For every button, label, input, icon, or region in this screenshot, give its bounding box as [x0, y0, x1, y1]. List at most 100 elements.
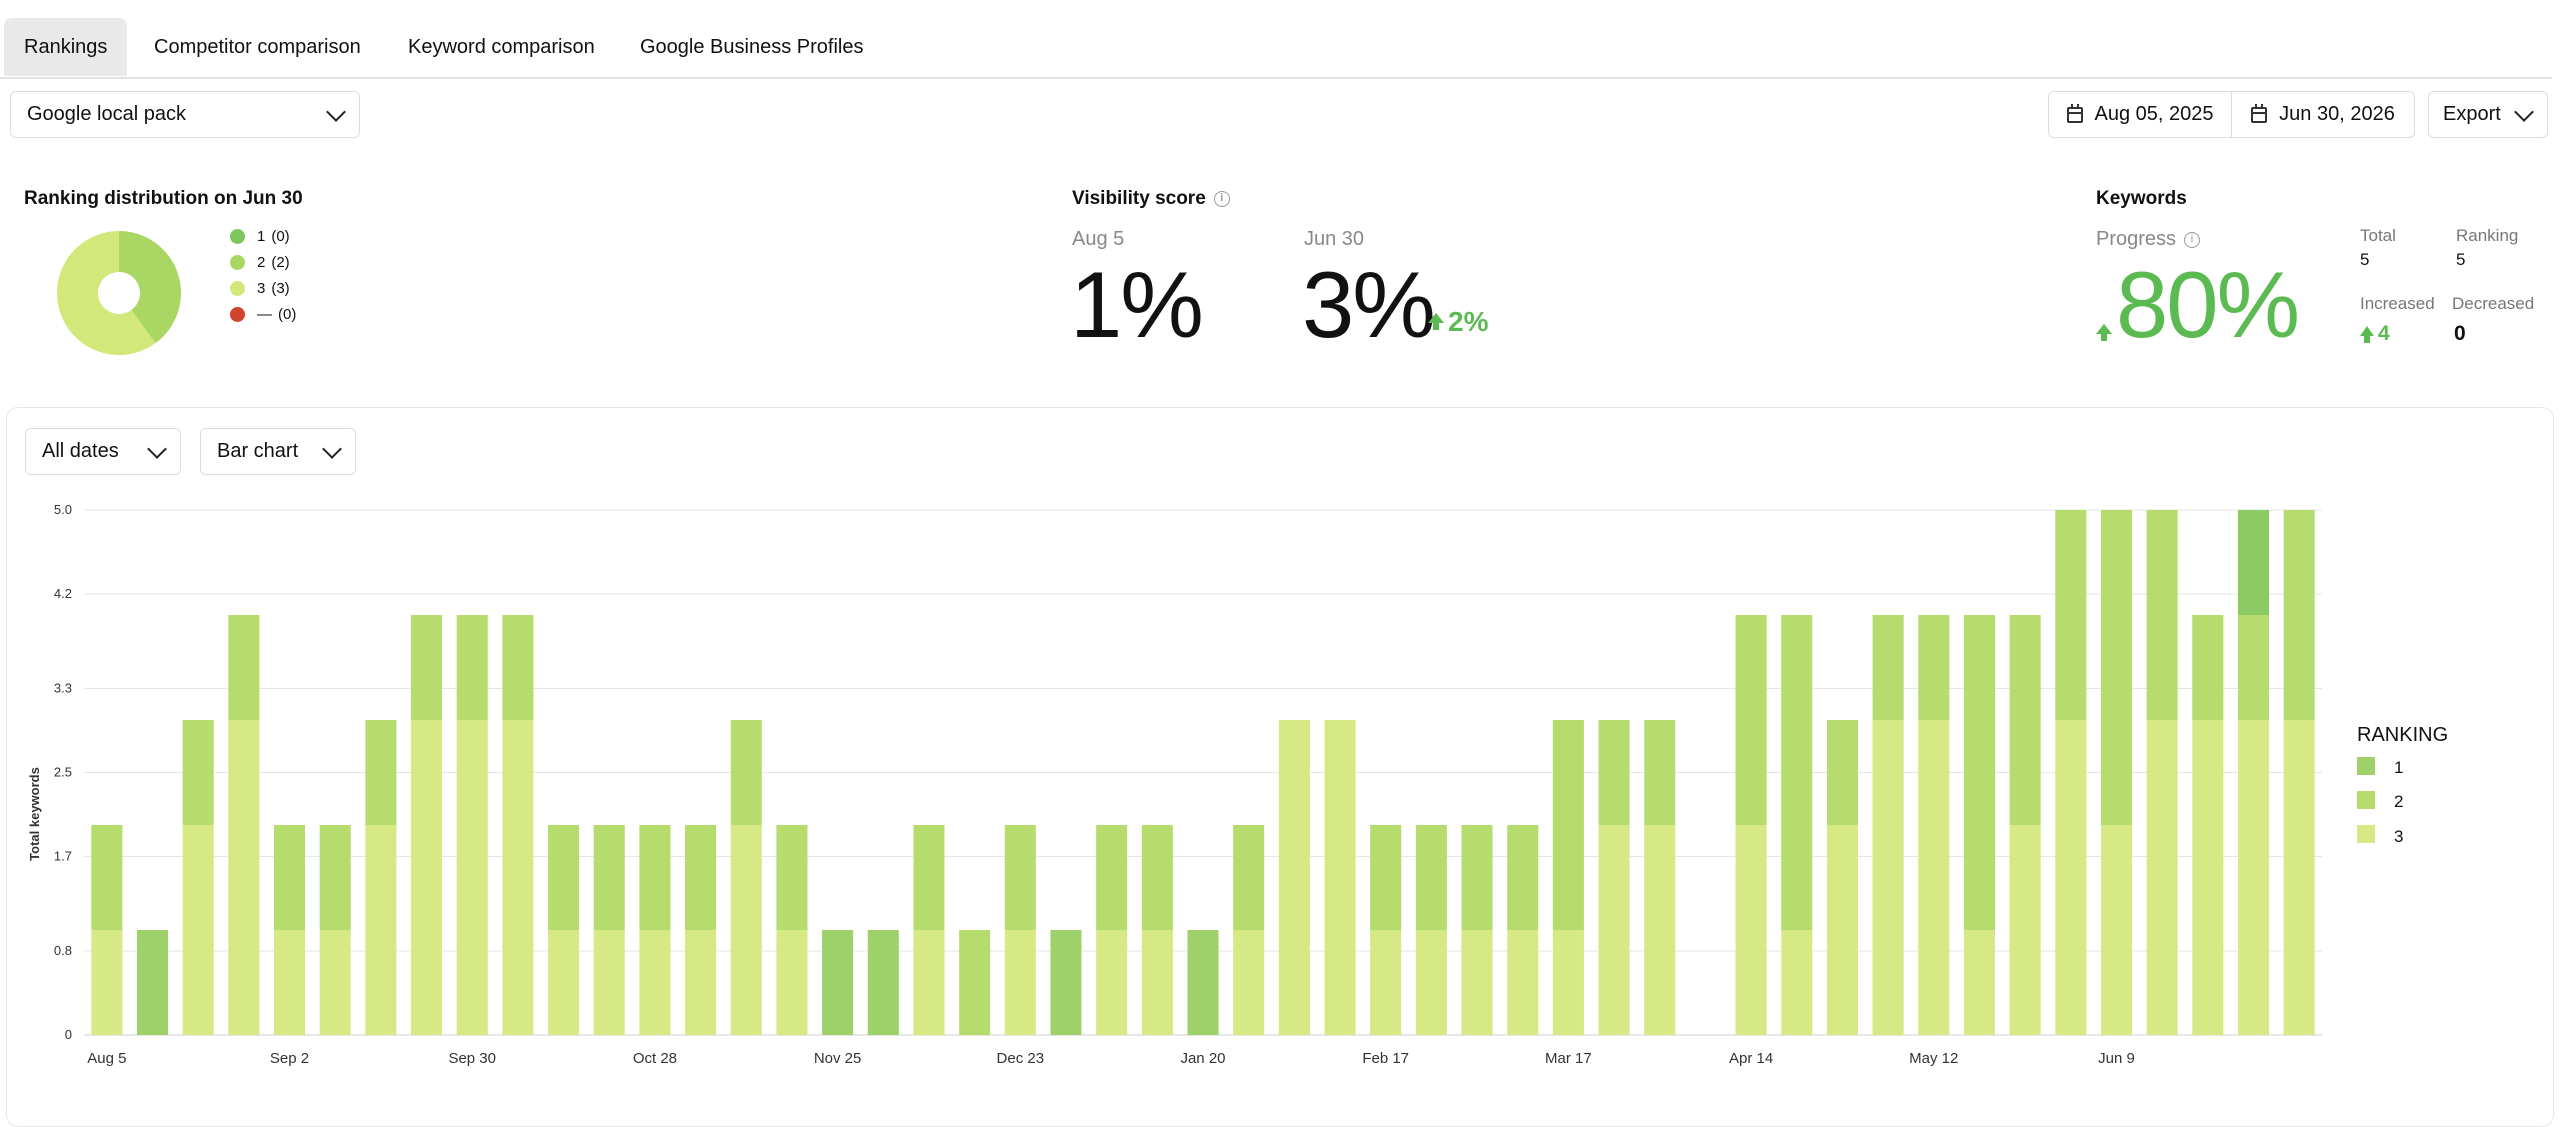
bar-segment-rank-2[interactable] [1004, 825, 1036, 930]
bar-segment-rank-2[interactable] [1826, 720, 1858, 825]
bar-segment-rank-3[interactable] [274, 930, 306, 1035]
bar-segment-rank-2[interactable] [1370, 825, 1402, 930]
bar-segment-rank-1[interactable] [822, 930, 854, 1035]
bar-segment-rank-2[interactable] [2100, 510, 2132, 825]
bar-segment-rank-3[interactable] [1324, 720, 1356, 1035]
bar-segment-rank-3[interactable] [1918, 720, 1950, 1035]
bar-segment-rank-2[interactable] [411, 615, 443, 720]
bar-segment-rank-2[interactable] [2055, 510, 2087, 720]
bar-segment-rank-3[interactable] [1096, 930, 1128, 1035]
bar-segment-rank-3[interactable] [2283, 720, 2315, 1035]
bar-segment-rank-2[interactable] [456, 615, 488, 720]
bar-segment-rank-3[interactable] [548, 930, 580, 1035]
bar-segment-rank-3[interactable] [1370, 930, 1402, 1035]
start-date-button[interactable]: Aug 05, 2025 [2049, 92, 2231, 137]
bar-segment-rank-2[interactable] [1644, 720, 1676, 825]
bar-segment-rank-3[interactable] [1781, 930, 1813, 1035]
bar-segment-rank-2[interactable] [776, 825, 808, 930]
bar-segment-rank-3[interactable] [365, 825, 397, 1035]
bar-segment-rank-2[interactable] [228, 615, 260, 720]
bar-segment-rank-1[interactable] [1187, 930, 1219, 1035]
bar-segment-rank-3[interactable] [2009, 825, 2041, 1035]
bar-segment-rank-3[interactable] [1233, 930, 1265, 1035]
bar-segment-rank-2[interactable] [1872, 615, 1904, 720]
bar-segment-rank-2[interactable] [730, 720, 762, 825]
bar-segment-rank-3[interactable] [593, 930, 625, 1035]
bar-segment-rank-2[interactable] [502, 615, 534, 720]
tab-rankings[interactable]: Rankings [4, 18, 128, 76]
bar-segment-rank-3[interactable] [2146, 720, 2178, 1035]
bar-segment-rank-3[interactable] [2100, 825, 2132, 1035]
bar-segment-rank-3[interactable] [639, 930, 671, 1035]
bar-segment-rank-3[interactable] [1507, 930, 1539, 1035]
bar-segment-rank-1[interactable] [136, 930, 169, 1035]
end-date-button[interactable]: Jun 30, 2026 [2231, 92, 2414, 137]
bar-segment-rank-3[interactable] [319, 930, 351, 1035]
bar-segment-rank-3[interactable] [1141, 930, 1173, 1035]
bar-segment-rank-3[interactable] [1598, 825, 1630, 1035]
bar-segment-rank-2[interactable] [2237, 615, 2270, 720]
bar-segment-rank-2[interactable] [2146, 510, 2178, 720]
bar-segment-rank-3[interactable] [182, 825, 214, 1035]
tab-google-business-profiles[interactable]: Google Business Profiles [640, 36, 864, 58]
bar-segment-rank-2[interactable] [319, 825, 351, 930]
bar-segment-rank-3[interactable] [1552, 930, 1584, 1035]
bar-segment-rank-2[interactable] [913, 825, 945, 930]
bar-segment-rank-2[interactable] [1461, 825, 1493, 930]
bar-segment-rank-3[interactable] [502, 720, 534, 1035]
bar-segment-rank-3[interactable] [776, 930, 808, 1035]
tab-competitor-comparison[interactable]: Competitor comparison [154, 36, 361, 58]
bar-segment-rank-2[interactable] [1141, 825, 1173, 930]
export-button[interactable]: Export [2428, 91, 2548, 138]
bar-segment-rank-2[interactable] [1507, 825, 1539, 930]
bar-segment-rank-2[interactable] [2009, 615, 2041, 825]
info-icon[interactable]: i [1213, 190, 1230, 207]
bar-segment-rank-3[interactable] [1735, 825, 1767, 1035]
bar-segment-rank-3[interactable] [91, 930, 123, 1035]
bar-segment-rank-3[interactable] [2237, 720, 2270, 1035]
bar-segment-rank-1[interactable] [867, 930, 899, 1035]
bar-segment-rank-2[interactable] [1781, 615, 1813, 930]
bar-segment-rank-3[interactable] [456, 720, 488, 1035]
bar-segment-rank-2[interactable] [639, 825, 671, 930]
bar-segment-rank-3[interactable] [1004, 930, 1036, 1035]
bar-segment-rank-2[interactable] [1552, 720, 1584, 930]
info-icon[interactable]: i [2184, 231, 2201, 248]
bar-segment-rank-1[interactable] [1050, 930, 1082, 1035]
bar-segment-rank-3[interactable] [1826, 825, 1858, 1035]
bar-segment-rank-2[interactable] [1963, 615, 1995, 930]
bar-segment-rank-2[interactable] [548, 825, 580, 930]
date-range-select[interactable]: All dates [25, 428, 181, 475]
bar-segment-rank-3[interactable] [913, 930, 945, 1035]
tab-keyword-comparison[interactable]: Keyword comparison [408, 36, 595, 58]
bar-segment-rank-2[interactable] [1598, 720, 1630, 825]
bar-segment-rank-2[interactable] [1918, 615, 1950, 720]
bar-segment-rank-3[interactable] [730, 825, 762, 1035]
bar-segment-rank-2[interactable] [2283, 510, 2315, 720]
bar-segment-rank-2[interactable] [685, 825, 717, 930]
chart-type-select[interactable]: Bar chart [200, 428, 356, 475]
bar-segment-rank-2[interactable] [1735, 615, 1767, 825]
bar-segment-rank-3[interactable] [228, 720, 260, 1035]
bar-segment-rank-3[interactable] [2192, 720, 2224, 1035]
source-select[interactable]: Google local pack [10, 91, 360, 138]
bar-segment-rank-1[interactable] [2237, 510, 2270, 615]
bar-segment-rank-3[interactable] [1963, 930, 1995, 1035]
bar-segment-rank-3[interactable] [1461, 930, 1493, 1035]
bar-segment-rank-2[interactable] [1233, 825, 1265, 930]
bar-segment-rank-2[interactable] [959, 930, 991, 1035]
bar-segment-rank-2[interactable] [2192, 615, 2224, 720]
bar-segment-rank-3[interactable] [2055, 720, 2087, 1035]
bar-segment-rank-2[interactable] [1415, 825, 1447, 930]
bar-segment-rank-3[interactable] [685, 930, 717, 1035]
bar-segment-rank-2[interactable] [182, 720, 214, 825]
bar-segment-rank-3[interactable] [1278, 720, 1310, 1035]
bar-segment-rank-2[interactable] [593, 825, 625, 930]
bar-segment-rank-3[interactable] [411, 720, 443, 1035]
bar-segment-rank-2[interactable] [1096, 825, 1128, 930]
bar-segment-rank-3[interactable] [1415, 930, 1447, 1035]
bar-segment-rank-3[interactable] [1644, 825, 1676, 1035]
bar-segment-rank-2[interactable] [365, 720, 397, 825]
bar-segment-rank-2[interactable] [91, 825, 123, 930]
bar-segment-rank-2[interactable] [274, 825, 306, 930]
